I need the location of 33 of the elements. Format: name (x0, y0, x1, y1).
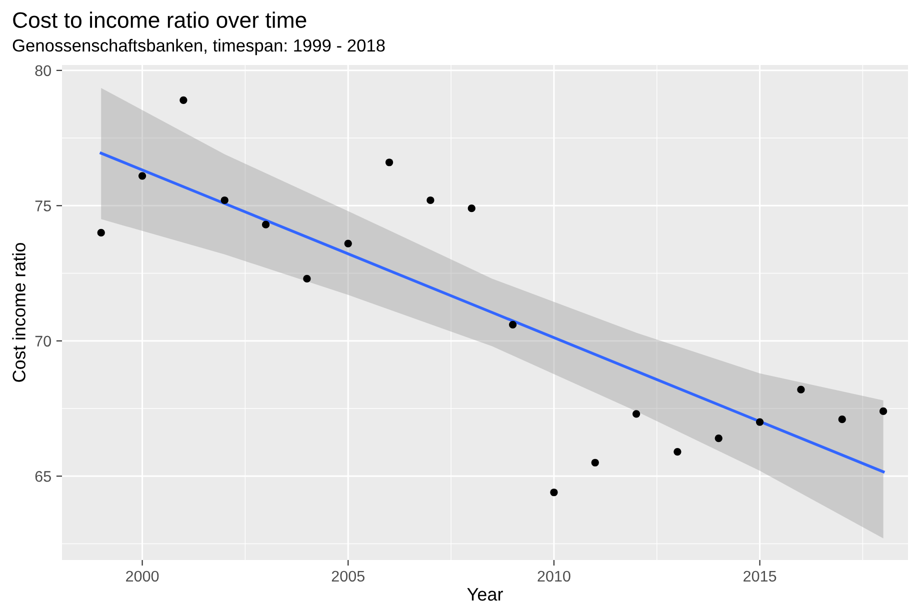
y-tick-label: 80 (35, 65, 51, 76)
y-tick-label: 75 (35, 200, 51, 212)
point (262, 220, 270, 228)
point (797, 386, 805, 394)
y-tick-label: 70 (35, 336, 51, 347)
chart-subtitle: Genossenschaftsbanken, timespan: 1999 - 2018 (12, 38, 385, 56)
point (468, 204, 476, 212)
x-tick-label: 2015 (744, 570, 776, 582)
point (138, 172, 146, 180)
x-axis-title: Year (467, 588, 503, 601)
point (344, 240, 352, 248)
point (714, 434, 722, 442)
point (303, 274, 311, 282)
chart-title: Cost to income ratio over time (13, 12, 306, 28)
point (220, 196, 228, 204)
y-axis-title: Cost income ratio (12, 243, 26, 382)
point (591, 458, 599, 466)
x-tick-label: 2005 (332, 570, 364, 582)
y-tick-label: 65 (35, 471, 51, 482)
point (97, 228, 105, 237)
point (385, 158, 394, 166)
point (508, 320, 517, 328)
point (756, 418, 764, 426)
point (632, 410, 640, 418)
line-series (100, 152, 885, 474)
point (674, 448, 682, 456)
point (550, 488, 558, 496)
point (426, 196, 434, 204)
point (879, 407, 888, 416)
point (838, 416, 846, 424)
x-tick-label: 2010 (538, 570, 570, 582)
point (180, 96, 188, 104)
x-tick-label: 2000 (126, 570, 159, 582)
